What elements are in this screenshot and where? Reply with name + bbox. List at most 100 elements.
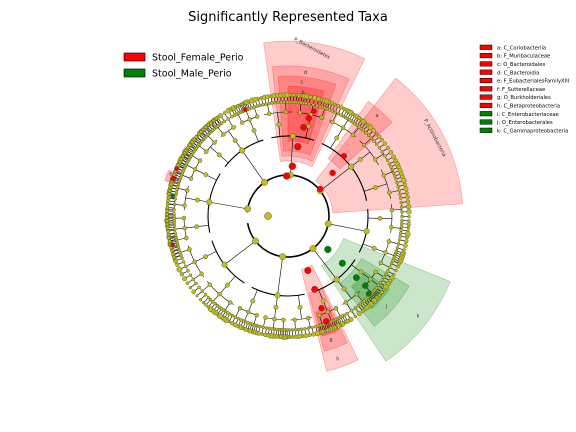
significant-taxon-node [174,166,179,172]
tree-arc [390,204,393,234]
taxon-node [377,146,382,150]
significant-taxon-node [305,115,312,122]
tree-branch [328,223,367,232]
taxon-node [216,152,222,158]
taxon-node [196,132,201,137]
taxon-node [172,212,176,216]
significant-taxon-node [316,185,324,193]
taxon-node [249,106,254,110]
taxon-node [188,273,193,277]
taxon-node [194,281,198,286]
taxon-node [180,256,184,260]
taxon-node [206,295,211,300]
taxon-node [206,305,210,309]
taxon-node [263,332,268,337]
taxon-node [320,298,326,304]
taxon-node [396,264,400,269]
taxon-node [177,248,181,252]
taxa-key-swatch [479,69,493,75]
taxon-node [296,327,301,332]
taxon-node [382,141,388,146]
taxon-node [170,249,174,253]
sector-label: a [375,113,378,119]
taxon-node [372,139,376,143]
taxon-node [330,109,334,113]
taxon-node [221,261,228,268]
taxon-node [334,135,340,141]
taxon-node [389,207,395,213]
taxon-node [366,133,371,138]
taxon-node [336,104,341,108]
taxon-node [165,205,170,210]
taxon-node [402,182,407,187]
taxon-node [391,154,396,160]
taxon-node [188,143,192,147]
taxon-node [304,101,308,106]
taxon-node [187,247,192,252]
taxon-node [303,327,307,331]
tree-branch [241,150,265,183]
taxon-node [307,333,312,338]
taxon-node [386,269,390,273]
taxon-node [252,237,259,245]
taxa-key-label: c: O_Bacteroidales [497,62,545,68]
taxon-node [404,191,409,195]
taxon-node [373,185,378,190]
taxon-node [378,281,383,285]
taxa-key-label: e: F_EubacterialesFamilyXIII [497,79,570,85]
taxon-node [182,151,187,156]
taxon-node [171,252,175,256]
taxon-node [399,225,404,229]
taxon-node [167,236,171,240]
taxon-node [276,100,280,105]
taxon-node [282,100,286,104]
taxon-node [224,282,230,288]
taxon-node [230,313,235,318]
taxon-node [403,186,409,192]
taxon-node [353,306,358,310]
taxon-node [374,131,379,136]
taxon-node [361,142,367,148]
taxon-node [381,173,386,178]
taxon-node [191,289,196,295]
sector-label: k [417,314,420,320]
taxon-node [203,172,209,178]
tree-arc [220,125,237,137]
taxon-node [186,269,190,273]
taxon-node [203,293,208,297]
taxon-node [244,205,251,213]
root-node [264,212,272,220]
tree-arc [359,140,379,165]
taxon-node [383,250,388,255]
tree-arc [204,139,218,155]
taxon-node [195,294,199,298]
taxa-key-swatch [479,111,493,117]
taxa-key-label: a: C_Coriobacteriia [497,45,546,51]
taxon-node [399,200,403,205]
taxon-node [333,102,337,107]
taxon-node [340,125,346,130]
taxon-node [394,177,398,181]
taxon-node [176,163,180,168]
taxon-node [192,137,197,142]
taxon-node [217,292,222,297]
taxon-node [377,216,383,221]
taxon-node [177,160,182,164]
taxon-node [222,119,227,124]
taxon-node [405,235,409,240]
taxon-node [386,239,392,244]
taxon-node [306,326,311,330]
taxon-node [172,172,177,177]
tree-arc [290,316,313,321]
taxon-node [178,250,182,255]
taxon-node [206,199,213,206]
taxon-node [221,132,226,137]
taxon-node [247,117,252,122]
taxon-node [273,304,279,310]
taxon-node [389,165,393,169]
group-legend: Stool_Female_Perio Stool_Male_Perio [123,53,244,80]
tree-branch [320,166,352,191]
sector-label: d [304,70,307,76]
taxon-node [364,130,368,135]
taxon-node [348,163,355,170]
